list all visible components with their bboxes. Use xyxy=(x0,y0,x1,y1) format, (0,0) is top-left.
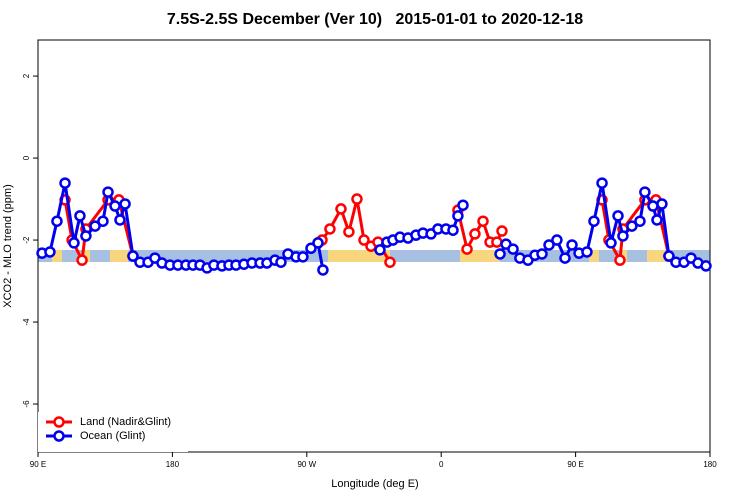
point xyxy=(358,234,370,246)
point xyxy=(543,239,555,251)
y-tick-label: -2 xyxy=(22,236,31,244)
point xyxy=(588,215,600,227)
y-tick-label: 2 xyxy=(22,73,31,78)
point xyxy=(663,250,675,262)
y-tick-label: -6 xyxy=(22,400,31,408)
point xyxy=(335,203,347,215)
x-tick-label: 180 xyxy=(703,460,717,469)
x-tick-label: 90 E xyxy=(30,460,46,469)
point xyxy=(457,199,469,211)
point xyxy=(119,198,131,210)
point xyxy=(617,230,629,242)
point xyxy=(44,246,56,258)
legend-marker xyxy=(53,416,65,428)
y-tick-label: 0 xyxy=(22,155,31,160)
point xyxy=(102,186,114,198)
point xyxy=(317,264,329,276)
point xyxy=(80,230,92,242)
point xyxy=(491,236,503,248)
point xyxy=(461,243,473,255)
point xyxy=(109,200,121,212)
point xyxy=(275,256,287,268)
point xyxy=(605,237,617,249)
point xyxy=(612,210,624,222)
x-tick-label: 90 W xyxy=(297,460,316,469)
y-tick-label: -4 xyxy=(22,318,31,326)
point xyxy=(656,198,668,210)
point xyxy=(97,215,109,227)
point xyxy=(74,210,86,222)
chart-title: 7.5S-2.5S December (Ver 10) 2015-01-01 t… xyxy=(167,11,583,28)
point xyxy=(89,220,101,232)
x-axis-label: Longitude (deg E) xyxy=(331,478,418,490)
point xyxy=(647,200,659,212)
legend-label: Ocean (Glint) xyxy=(80,430,145,442)
point xyxy=(496,225,508,237)
point xyxy=(469,228,481,240)
point xyxy=(566,239,578,251)
point xyxy=(626,220,638,232)
point xyxy=(634,215,646,227)
point xyxy=(127,250,139,262)
point xyxy=(700,260,712,272)
point xyxy=(447,224,459,236)
point xyxy=(324,223,336,235)
point xyxy=(374,244,386,256)
x-tick-label: 90 E xyxy=(567,460,583,469)
point xyxy=(59,177,71,189)
point xyxy=(114,214,126,226)
point xyxy=(312,237,324,249)
point xyxy=(494,248,506,260)
point xyxy=(581,246,593,258)
point xyxy=(639,186,651,198)
point xyxy=(51,215,63,227)
point xyxy=(384,256,396,268)
point xyxy=(68,237,80,249)
x-tick-label: 180 xyxy=(166,460,180,469)
point xyxy=(477,215,489,227)
point xyxy=(614,254,626,266)
point xyxy=(551,234,563,246)
point xyxy=(651,214,663,226)
plot-frame xyxy=(37,39,711,453)
point xyxy=(76,254,88,266)
legend-label: Land (Nadir&Glint) xyxy=(80,416,171,428)
y-axis-label: XCO2 - MLO trend (ppm) xyxy=(2,184,14,307)
point xyxy=(343,226,355,238)
point xyxy=(596,177,608,189)
legend-marker xyxy=(53,430,65,442)
point xyxy=(351,193,363,205)
x-tick-label: 0 xyxy=(439,460,444,469)
point xyxy=(297,251,309,263)
point xyxy=(536,248,548,260)
point xyxy=(507,243,519,255)
point xyxy=(452,210,464,222)
point xyxy=(559,252,571,264)
